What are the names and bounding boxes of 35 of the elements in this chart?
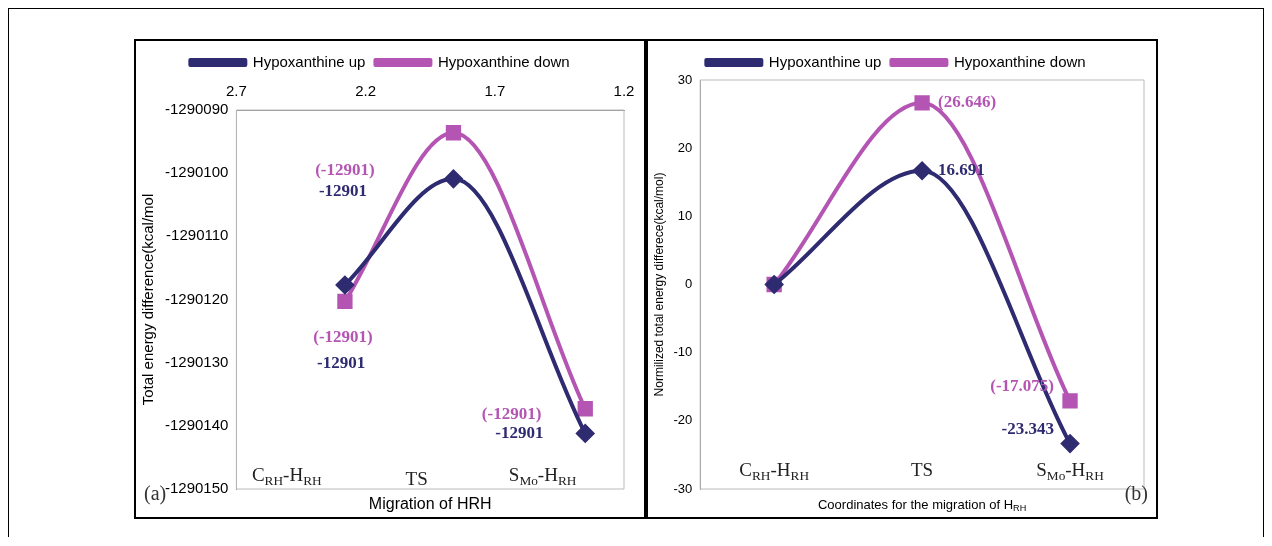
x-tick-label: TS	[911, 458, 934, 480]
annotation: (-12901)	[481, 404, 542, 424]
y-tick-label: -1290130	[164, 352, 229, 370]
annotation: (b)	[1124, 482, 1149, 506]
y-tick-label: 20	[677, 139, 693, 155]
y-axis-title: Normilized total energy differece(kcal/mol)	[651, 172, 666, 397]
y-tick-label: -1290140	[164, 415, 229, 433]
y-axis-title: Total energy difference(kcal/mol	[139, 193, 157, 406]
y-tick-label: -20	[673, 412, 693, 428]
y-tick-label: -1290110	[166, 226, 229, 244]
x-axis-title: Migration of HRH	[368, 495, 492, 513]
legend-label: Hypoxanthine up	[768, 52, 882, 70]
y-tick-label: -1290100	[164, 163, 229, 181]
y-tick-label: -1290120	[164, 289, 229, 307]
y-tick-label: -30	[673, 480, 693, 496]
y-tick-label: -10	[673, 344, 693, 360]
x-tick-label: 1.7	[484, 82, 506, 100]
y-tick-label: 10	[677, 207, 693, 223]
data-label: (26.646)	[938, 92, 997, 112]
legend-label: Hypoxanthine down	[953, 52, 1086, 70]
legend-label: Hypoxanthine up	[252, 52, 366, 70]
text: (a)	[144, 482, 167, 506]
annotation: -12901	[495, 423, 544, 443]
y-tick-label: 30	[677, 71, 693, 87]
annotation: (-12901)	[315, 160, 375, 180]
legend-label: Hypoxanthine down	[437, 52, 570, 70]
annotation: -12901	[318, 180, 368, 200]
x-tick-label: 2.2	[355, 82, 377, 100]
x-tick-label: 2.7	[225, 82, 247, 100]
x-tick-label: 1.2	[613, 82, 635, 100]
annotation: -12901	[316, 353, 366, 373]
data-label: -23.343	[1001, 419, 1055, 439]
y-tick-label: 0	[684, 276, 693, 292]
annotation: (-12901)	[313, 326, 373, 346]
y-tick-label: -1290090	[164, 100, 229, 118]
